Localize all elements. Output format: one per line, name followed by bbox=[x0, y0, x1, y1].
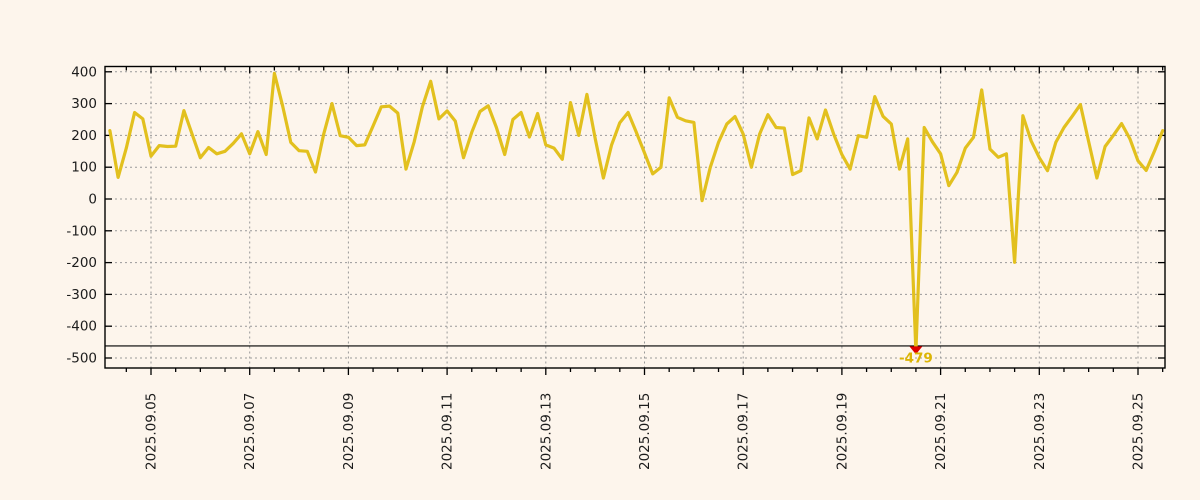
x-tick-label: 2025.09.17 bbox=[736, 393, 752, 470]
y-tick-label: 100 bbox=[71, 160, 97, 176]
y-tick-label: 200 bbox=[71, 128, 97, 144]
x-tick-label: 2025.09.21 bbox=[933, 393, 949, 470]
x-tick-label: 2025.09.09 bbox=[341, 393, 357, 470]
x-tick-label: 2025.09.07 bbox=[242, 393, 258, 470]
data-series-line bbox=[108, 71, 1165, 353]
y-tick-label: -200 bbox=[66, 255, 97, 271]
y-tick-label: -400 bbox=[66, 319, 97, 335]
y-tick-label: 0 bbox=[88, 192, 97, 208]
y-axis-labels: 400 300 200 100 0 -100 -200 -300 -400 -500 bbox=[66, 64, 97, 366]
y-tick-label: 400 bbox=[71, 64, 97, 80]
x-tick-label: 2025.09.23 bbox=[1032, 393, 1048, 470]
min-value-label: -479 bbox=[899, 350, 933, 366]
y-tick-label: -100 bbox=[66, 223, 97, 239]
y-tick-label: -500 bbox=[66, 351, 97, 367]
x-tick-label: 2025.09.11 bbox=[440, 393, 456, 470]
x-tick-label: 2025.09.05 bbox=[144, 393, 160, 470]
x-tick-label: 2025.09.13 bbox=[538, 393, 554, 470]
x-tick-label: 2025.09.25 bbox=[1131, 393, 1147, 470]
plot-border bbox=[104, 65, 1166, 369]
y-tick-label: -300 bbox=[66, 287, 97, 303]
gridlines bbox=[105, 66, 1165, 368]
min-marker-icon bbox=[909, 346, 923, 355]
x-tick-label: 2025.09.19 bbox=[834, 393, 850, 470]
y-tick-label: 300 bbox=[71, 96, 97, 112]
axis-ticks bbox=[105, 66, 1165, 375]
x-tick-label: 2025.09.15 bbox=[637, 393, 653, 470]
x-axis-labels: 2025.09.05 2025.09.07 2025.09.09 2025.09.11… bbox=[144, 393, 1147, 470]
